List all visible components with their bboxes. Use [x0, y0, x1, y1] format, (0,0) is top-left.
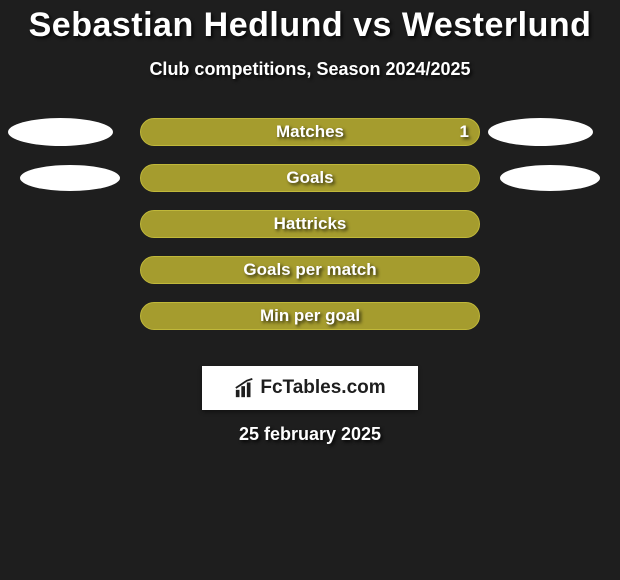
- stat-row: Min per goal: [0, 302, 620, 348]
- brand-badge: FcTables.com: [202, 366, 418, 410]
- player-avatar-left: [8, 118, 113, 146]
- brand-label: FcTables.com: [234, 377, 385, 399]
- stat-bar: Goals: [140, 164, 480, 192]
- stat-label: Min per goal: [141, 306, 479, 326]
- stat-row: Hattricks: [0, 210, 620, 256]
- stat-row: Matches1: [0, 118, 620, 164]
- stat-row: Goals per match: [0, 256, 620, 302]
- player-avatar-left: [20, 165, 120, 191]
- stat-bar: Hattricks: [140, 210, 480, 238]
- player-avatar-right: [488, 118, 593, 146]
- bars-icon: [234, 377, 256, 399]
- page-subtitle: Club competitions, Season 2024/2025: [0, 59, 620, 80]
- stat-label: Hattricks: [141, 214, 479, 234]
- page-title: Sebastian Hedlund vs Westerlund: [0, 0, 620, 45]
- stat-value-right: 1: [460, 122, 469, 142]
- stat-bar: Goals per match: [140, 256, 480, 284]
- stat-label: Goals per match: [141, 260, 479, 280]
- stat-label: Goals: [141, 168, 479, 188]
- stat-label: Matches: [141, 122, 479, 142]
- brand-text: FcTables.com: [260, 377, 385, 399]
- stat-bar: Matches1: [140, 118, 480, 146]
- stat-row: Goals: [0, 164, 620, 210]
- date-label: 25 february 2025: [0, 424, 620, 445]
- comparison-chart: Matches1 Goals Hattricks Goals per match Min…: [0, 118, 620, 348]
- stat-bar: Min per goal: [140, 302, 480, 330]
- player-avatar-right: [500, 165, 600, 191]
